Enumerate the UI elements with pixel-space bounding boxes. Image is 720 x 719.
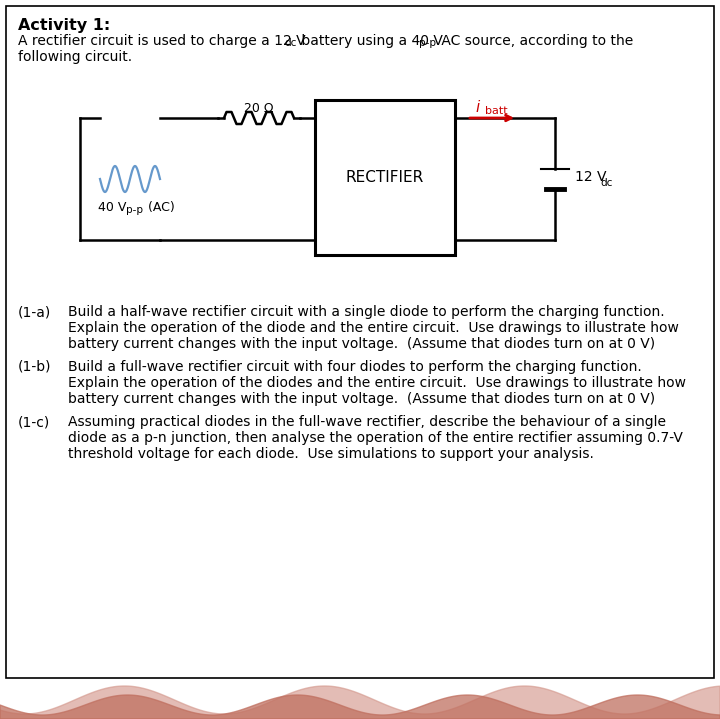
Text: p-p: p-p: [419, 38, 436, 48]
Bar: [315, 100, 455, 255]
Text: AC source, according to the: AC source, according to the: [437, 34, 634, 48]
Text: (1-a): (1-a): [18, 305, 51, 319]
Text: i: i: [475, 100, 480, 115]
Text: batt: batt: [485, 106, 508, 116]
Text: dc: dc: [600, 178, 613, 188]
Text: Assuming practical diodes in the full-wave rectifier, describe the behaviour of : Assuming practical diodes in the full-wa…: [68, 415, 666, 429]
Text: 20 Ω: 20 Ω: [244, 102, 274, 115]
Text: Build a full-wave rectifier circuit with four diodes to perform the charging fun: Build a full-wave rectifier circuit with…: [68, 360, 642, 374]
Text: dc: dc: [284, 38, 297, 48]
Text: RECTIFIER: RECTIFIER: [346, 170, 424, 185]
Text: 12 V: 12 V: [575, 170, 606, 184]
Text: battery current changes with the input voltage.  (Assume that diodes turn on at : battery current changes with the input v…: [68, 337, 655, 351]
Text: battery current changes with the input voltage.  (Assume that diodes turn on at : battery current changes with the input v…: [68, 392, 655, 406]
Text: Build a half-wave rectifier circuit with a single diode to perform the charging : Build a half-wave rectifier circuit with…: [68, 305, 665, 319]
Text: A rectifier circuit is used to charge a 12 V: A rectifier circuit is used to charge a …: [18, 34, 305, 48]
Text: battery using a 40 V: battery using a 40 V: [297, 34, 443, 48]
Text: following circuit.: following circuit.: [18, 50, 132, 64]
Text: diode as a p-n junction, then analyse the operation of the entire rectifier assu: diode as a p-n junction, then analyse th…: [68, 431, 683, 445]
Text: p-p: p-p: [126, 205, 143, 215]
Text: Explain the operation of the diodes and the entire circuit.  Use drawings to ill: Explain the operation of the diodes and …: [68, 376, 686, 390]
Text: Activity 1:: Activity 1:: [18, 18, 110, 33]
Text: (1-c): (1-c): [18, 415, 50, 429]
Text: threshold voltage for each diode.  Use simulations to support your analysis.: threshold voltage for each diode. Use si…: [68, 447, 594, 461]
Text: (AC): (AC): [144, 201, 175, 214]
Text: (1-b): (1-b): [18, 360, 52, 374]
Text: 40 V: 40 V: [98, 201, 127, 214]
Text: Explain the operation of the diode and the entire circuit.  Use drawings to illu: Explain the operation of the diode and t…: [68, 321, 679, 335]
